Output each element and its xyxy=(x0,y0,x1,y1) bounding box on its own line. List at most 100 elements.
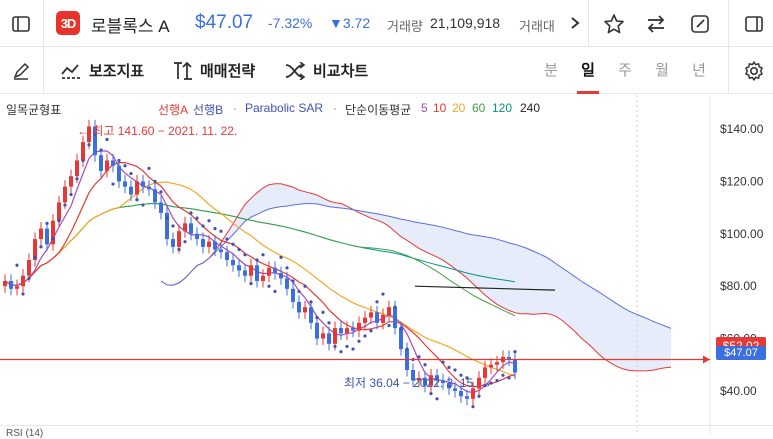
divider xyxy=(588,0,589,47)
aux-indicator-button[interactable]: 보조지표 xyxy=(61,47,144,94)
candle-body xyxy=(105,160,109,171)
sar-dot xyxy=(291,279,295,283)
sar-dot xyxy=(471,405,475,409)
sar-dot xyxy=(357,339,361,343)
sar-dot xyxy=(57,219,61,223)
sar-dot xyxy=(315,316,319,320)
legend-span-a: 선행A xyxy=(158,103,189,117)
compare-chart-button[interactable]: 비교차트 xyxy=(285,47,368,94)
legend-ma20: 20 xyxy=(452,101,466,115)
sar-dot xyxy=(333,344,337,349)
period-day[interactable]: 일 xyxy=(581,62,595,79)
sar-dot xyxy=(93,132,97,136)
sar-dot xyxy=(225,237,229,241)
sar-dot xyxy=(153,179,157,184)
sar-dot xyxy=(15,263,19,267)
sar-dot xyxy=(363,334,367,338)
sar-dot xyxy=(345,344,349,349)
legend-ma[interactable]: 단순이동평균 xyxy=(345,103,412,117)
legend-ichimoku[interactable]: 일목균형표 xyxy=(6,103,62,117)
candle-body xyxy=(201,239,205,247)
divider xyxy=(728,0,729,47)
sidebar-right-icon[interactable] xyxy=(741,11,767,37)
legend-sar[interactable]: Parabolic SAR xyxy=(245,101,324,115)
edit-icon[interactable] xyxy=(687,11,713,37)
sar-dot xyxy=(381,292,385,296)
candle-body xyxy=(381,315,385,323)
candle-body xyxy=(483,367,487,378)
sar-dot xyxy=(21,292,25,296)
span-b-line xyxy=(160,203,672,329)
chart-toolbar: 보조지표 매매전략 비교차트 분 일 주 월 년 xyxy=(0,47,773,94)
candle-body xyxy=(459,390,463,397)
legend-ma5: 5 xyxy=(421,101,428,115)
candle-body xyxy=(303,307,307,313)
trade-strategy-button[interactable]: 매매전략 xyxy=(172,47,255,94)
sar-dot xyxy=(483,384,487,388)
sar-dot xyxy=(513,350,517,354)
strategy-arrows-icon xyxy=(174,61,192,80)
sar-dot xyxy=(501,373,505,377)
sar-dot xyxy=(399,326,403,330)
y-tick-label: $100.00 xyxy=(720,227,764,241)
sar-dot xyxy=(207,219,211,223)
sar-dot xyxy=(237,247,241,252)
settings-gear-icon[interactable] xyxy=(741,58,767,84)
high-annotation: ← 최고 141.60 − 2021. 11. 22. xyxy=(77,124,238,138)
candle-body xyxy=(63,186,67,203)
sidebar-left-icon[interactable] xyxy=(8,11,34,37)
period-month[interactable]: 월 xyxy=(655,62,669,79)
candle-body xyxy=(447,383,451,389)
candle-body xyxy=(159,202,163,213)
legend-ma120: 120 xyxy=(492,101,513,115)
candle-body xyxy=(465,396,469,399)
sar-dot xyxy=(351,347,355,351)
swap-icon[interactable] xyxy=(643,11,669,37)
y-tick-label: $120.00 xyxy=(720,174,764,188)
candle-body xyxy=(141,181,145,187)
candle-body xyxy=(21,275,25,287)
candle-body xyxy=(285,278,289,289)
sar-dot xyxy=(201,224,205,228)
price-chart[interactable]: $140.00$120.00$100.00$80.00$60.00$40.00 xyxy=(0,95,773,435)
sar-dot xyxy=(477,394,481,398)
sar-dot xyxy=(369,329,373,333)
period-minute[interactable]: 분 xyxy=(544,62,558,79)
candle-body xyxy=(489,364,493,368)
legend-ma60: 60 xyxy=(472,101,486,115)
aux-indicator-label: 보조지표 xyxy=(89,63,145,80)
change-percent: -7.32% xyxy=(268,15,313,31)
change-amount: ▼3.72 xyxy=(329,15,371,31)
period-week[interactable]: 주 xyxy=(618,62,632,79)
sar-dot xyxy=(393,305,397,309)
chevron-right-icon[interactable] xyxy=(566,13,584,33)
y-tick-label: $80.00 xyxy=(720,279,757,293)
sar-dot xyxy=(435,397,439,401)
candle-body xyxy=(279,273,283,279)
candle-body xyxy=(3,280,7,287)
y-tick-label: $140.00 xyxy=(720,122,764,136)
last-price-badge: $47.07 xyxy=(716,346,766,360)
ma10-line xyxy=(4,162,516,388)
sar-dot xyxy=(489,381,493,385)
indicator-chart-icon xyxy=(61,63,82,79)
divider xyxy=(43,0,44,47)
candle-body xyxy=(423,377,427,386)
candle-body xyxy=(309,307,313,323)
sar-dot xyxy=(111,182,115,186)
sar-dot xyxy=(213,226,217,231)
candle-body xyxy=(75,160,79,177)
sar-dot xyxy=(69,192,73,197)
sar-dot xyxy=(129,171,133,176)
candle-body xyxy=(195,233,199,240)
candle-body xyxy=(453,388,457,391)
candle-body xyxy=(87,126,91,143)
sar-dot xyxy=(231,242,235,246)
candle-body xyxy=(249,265,253,276)
star-icon[interactable] xyxy=(601,11,627,37)
period-year[interactable]: 년 xyxy=(692,62,706,79)
sar-dot xyxy=(147,166,151,170)
sar-dot xyxy=(123,164,127,168)
sar-dot xyxy=(261,253,265,257)
drawing-pen-icon[interactable] xyxy=(8,58,34,84)
